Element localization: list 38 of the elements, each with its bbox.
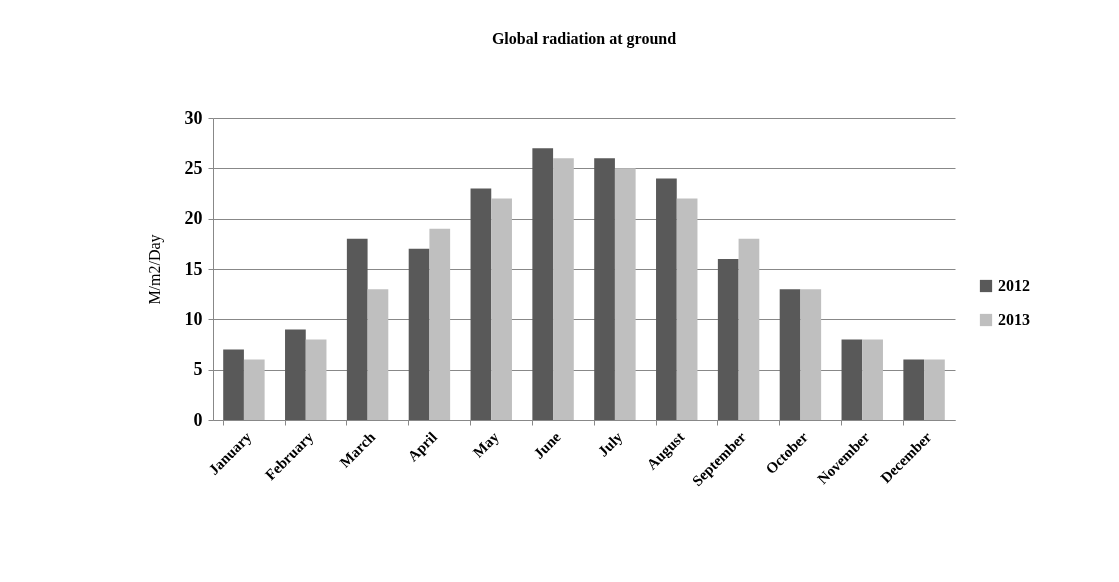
bar — [903, 359, 925, 420]
bar — [800, 289, 822, 420]
bar — [408, 248, 430, 420]
y-tick-label: 20 — [184, 208, 203, 229]
bar — [532, 148, 554, 420]
bar — [470, 188, 492, 420]
legend-label: 2012 — [998, 277, 1030, 294]
chart-title: Global radiation at ground — [491, 30, 677, 48]
bar — [285, 329, 306, 420]
bar — [223, 349, 244, 420]
bar — [429, 228, 451, 420]
y-tick-label: 0 — [193, 409, 203, 430]
bar — [243, 359, 265, 420]
bar — [738, 238, 760, 420]
bar — [614, 168, 636, 420]
y-tick-label: 5 — [193, 359, 203, 380]
y-tick-label: 30 — [184, 107, 203, 128]
bar — [862, 339, 883, 420]
bar — [594, 158, 615, 420]
bar — [924, 359, 945, 420]
bar — [553, 158, 574, 420]
bar — [491, 198, 512, 420]
bar — [779, 289, 801, 420]
x-tick-label: May — [469, 428, 503, 461]
y-tick-label: 15 — [184, 258, 203, 279]
bar — [346, 238, 368, 420]
bar — [656, 178, 677, 420]
y-axis-title: M/m2/Day — [145, 234, 164, 305]
bar — [841, 339, 863, 420]
bar — [717, 258, 739, 420]
bar — [676, 198, 698, 420]
bar — [305, 339, 327, 420]
y-tick-label: 25 — [184, 157, 203, 178]
x-tick-label: July — [594, 428, 626, 460]
y-tick-label: 10 — [184, 308, 203, 329]
bar — [367, 289, 389, 420]
x-tick-label: June — [530, 428, 564, 462]
legend-label: 2013 — [998, 311, 1030, 328]
